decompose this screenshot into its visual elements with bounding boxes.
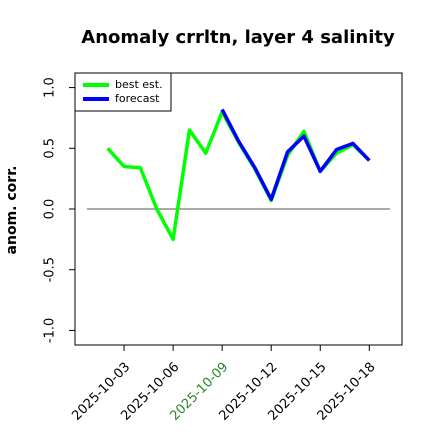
y-tick-label: 1.0 xyxy=(43,77,58,98)
y-tick-label: 0.0 xyxy=(43,199,58,220)
series-line xyxy=(106,110,371,242)
y-tick-label: -1.0 xyxy=(43,318,58,343)
y-tick-label: -0.5 xyxy=(43,257,58,282)
y-tick-label: 0.5 xyxy=(43,138,58,159)
series-line xyxy=(220,108,371,202)
legend-label: best est. xyxy=(115,78,163,91)
chart-title: Anomaly crrltn, layer 4 salinity xyxy=(81,27,395,48)
legend-box xyxy=(74,72,172,112)
legend-label: forecast xyxy=(115,92,160,105)
y-axis-label: anom. corr. xyxy=(4,166,20,255)
